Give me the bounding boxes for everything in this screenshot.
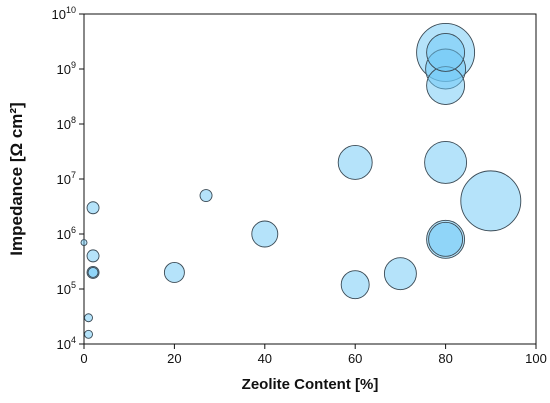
bubble-21: [460, 170, 522, 232]
x-tick-label: 100: [525, 351, 547, 366]
x-tick-label: 20: [167, 351, 181, 366]
bubble-16: [426, 66, 466, 106]
bubble-17: [426, 32, 466, 72]
x-tick-label: 60: [348, 351, 362, 366]
bubble-7: [87, 266, 99, 278]
bubble-3: [84, 329, 93, 339]
bubble-series: [80, 22, 522, 339]
bubble-20: [428, 221, 464, 257]
x-tick-label: 40: [258, 351, 272, 366]
bubble-5: [86, 249, 100, 263]
y-axis-title: Impedance [Ω cm²]: [7, 102, 26, 255]
x-tick-label: 80: [438, 351, 452, 366]
y-tick-label: 1010: [52, 5, 76, 22]
bubble-18: [424, 140, 468, 184]
x-tick-label: 0: [80, 351, 87, 366]
y-tick-label: 104: [57, 335, 76, 352]
y-tick-label: 109: [57, 60, 76, 77]
bubble-12: [340, 270, 370, 300]
bubble-11: [337, 144, 373, 180]
bubble-8: [163, 261, 185, 283]
y-tick-label: 107: [57, 170, 76, 187]
bubble-10: [251, 220, 279, 248]
bubble-13: [383, 257, 417, 291]
x-axis-title: Zeolite Content [%]: [242, 376, 379, 393]
y-tick-label: 105: [57, 280, 76, 297]
bubble-2: [84, 313, 93, 323]
x-axis: 0 20 40 60 80 100: [80, 344, 547, 366]
bubble-9: [199, 189, 213, 203]
y-tick-label: 108: [57, 115, 76, 132]
bubble-1: [80, 239, 88, 246]
y-tick-label: 106: [57, 225, 76, 242]
y-axis: 104 105 106 107 108 109 1010: [52, 5, 84, 352]
bubble-4: [86, 201, 100, 215]
